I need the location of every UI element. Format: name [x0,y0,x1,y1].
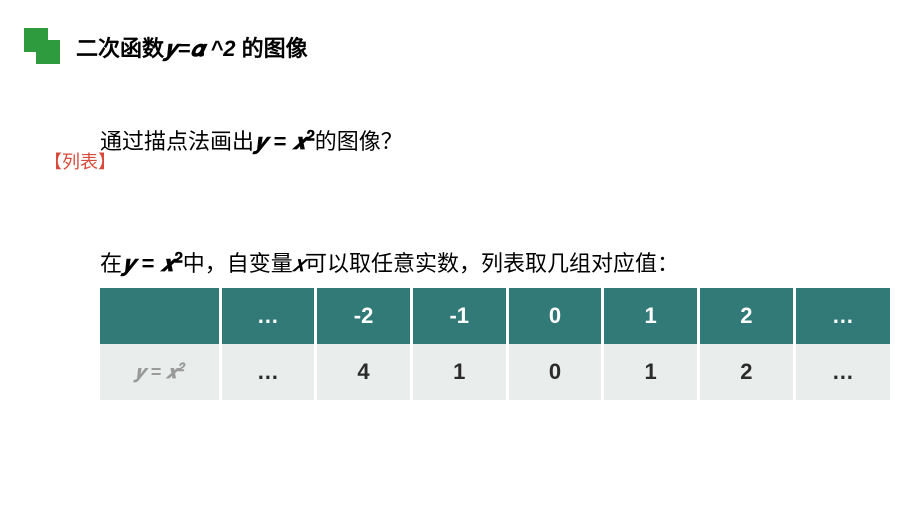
table-header-cell [100,288,220,344]
list-tag: 【列表】 [44,148,116,174]
slide-title: 二次函数𝒚=𝜶 ^2 的图像 [76,31,308,63]
squares-icon [24,28,62,66]
table-header-cell: -2 [316,288,412,344]
table-cell: … [794,344,890,400]
table-cell: 0 [507,344,603,400]
question-prefix: 通过描点法画出 [100,129,254,154]
table-cell: 1 [411,344,507,400]
value-table: …-2-1012… 𝒚 = 𝒙𝟐…41012… [100,288,890,400]
body-text: 在𝒚 = 𝒙𝟐中，自变量𝑥可以取任意实数，列表取几组对应值： [0,246,920,278]
question-text: 通过描点法画出𝒚 = 𝒙𝟐的图像？ [100,124,920,156]
table-row-label: 𝒚 = 𝒙𝟐 [100,344,220,400]
square-front [36,40,60,64]
table: …-2-1012… 𝒚 = 𝒙𝟐…41012… [100,288,890,400]
table-header-cell: -1 [411,288,507,344]
table-header-cell: … [794,288,890,344]
question-formula: 𝒚 = 𝒙𝟐 [254,129,315,154]
question-area: 通过描点法画出𝒚 = 𝒙𝟐的图像？ 【列表】 [0,124,920,156]
table-header-cell: 1 [603,288,699,344]
table-cell: … [220,344,316,400]
table-header-cell: … [220,288,316,344]
table-cell: 2 [699,344,795,400]
slide-header: 二次函数𝒚=𝜶 ^2 的图像 [0,0,920,66]
table-header-cell: 2 [699,288,795,344]
question-suffix: 的图像？ [315,129,403,154]
table-header-cell: 0 [507,288,603,344]
table-cell: 1 [603,344,699,400]
table-header-row: …-2-1012… [100,288,890,344]
table-data-row: 𝒚 = 𝒙𝟐…41012… [100,344,890,400]
table-cell: 4 [316,344,412,400]
